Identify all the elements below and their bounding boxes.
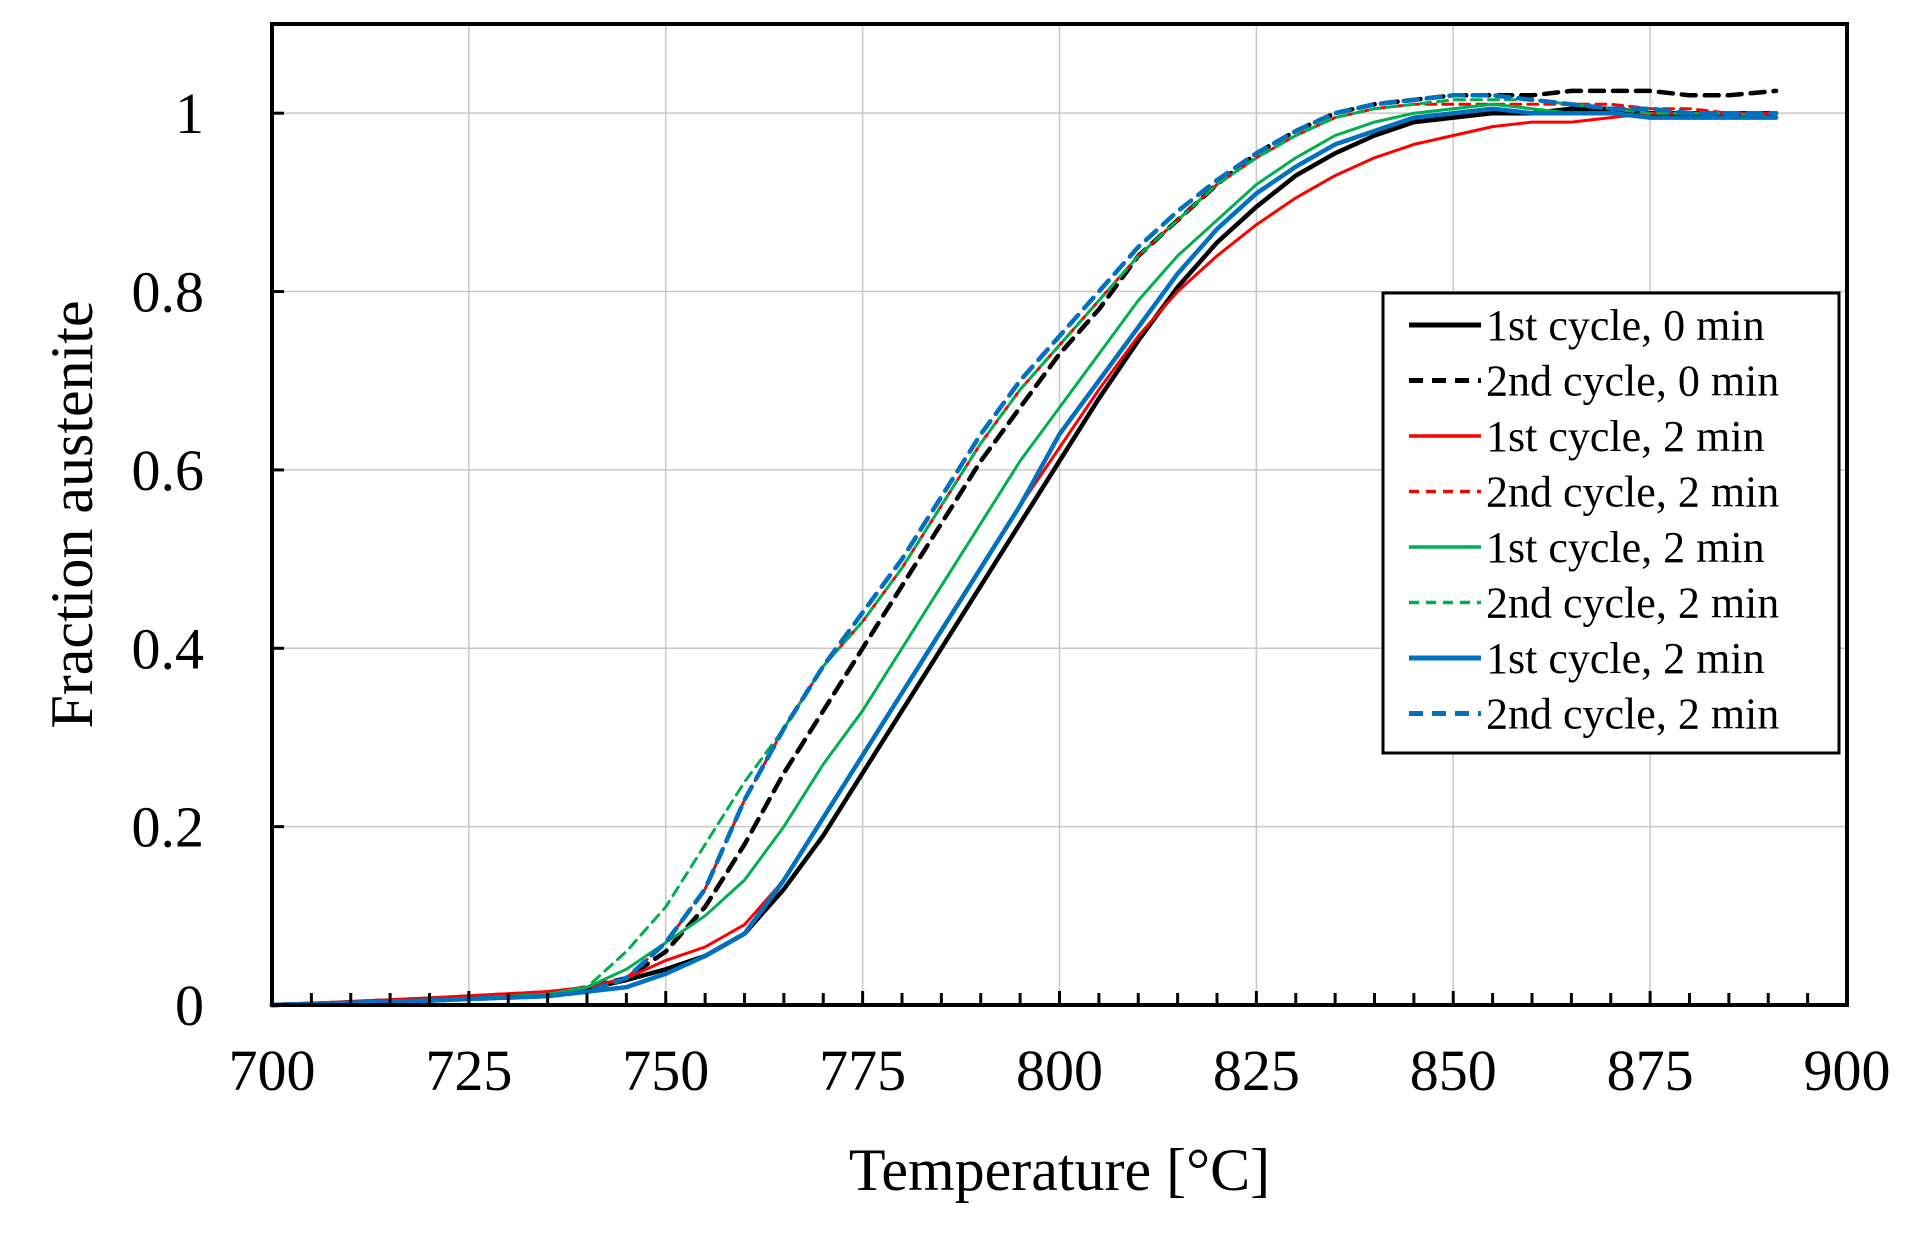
x-tick-label: 775	[819, 1038, 906, 1103]
ticks	[270, 111, 1849, 1007]
x-tick-label: 700	[229, 1038, 316, 1103]
legend-label-3: 1st cycle, 2 min	[1486, 412, 1765, 461]
x-tick-label: 825	[1213, 1038, 1300, 1103]
series-line-8	[269, 93, 1779, 1008]
y-tick-label: 0	[175, 973, 204, 1038]
x-tick-label: 850	[1410, 1038, 1497, 1103]
y-tick-labels: 0 0.2 0.4 0.6 0.8 1	[132, 81, 205, 1038]
y-axis-title: Fraction austenite	[39, 300, 105, 728]
y-tick-label: 0.8	[132, 260, 205, 325]
series-line-6	[270, 98, 1778, 1007]
x-axis-title: Temperature [°C]	[849, 1137, 1270, 1203]
series-line-2	[269, 88, 1779, 1008]
x-tick-label: 800	[1016, 1038, 1103, 1103]
y-tick-label: 0.2	[132, 795, 205, 860]
y-tick-label: 1	[175, 81, 204, 146]
x-tick-label: 875	[1607, 1038, 1694, 1103]
legend-label-5: 1st cycle, 2 min	[1486, 523, 1765, 572]
legend-items: 1st cycle, 0 min 2nd cycle, 0 min 1st cycl…	[1409, 301, 1779, 739]
series-group	[269, 88, 1779, 1008]
legend-label-4: 2nd cycle, 2 min	[1486, 468, 1779, 517]
legend-label-6: 2nd cycle, 2 min	[1486, 579, 1779, 628]
legend: 1st cycle, 0 min 2nd cycle, 0 min 1st cycl…	[1381, 291, 1841, 755]
legend-label-1: 1st cycle, 0 min	[1486, 301, 1765, 350]
legend-label-2: 2nd cycle, 0 min	[1486, 357, 1779, 406]
series-line-3	[270, 111, 1778, 1007]
series-line-7	[269, 106, 1779, 1008]
legend-label-7: 1st cycle, 2 min	[1486, 634, 1765, 683]
x-tick-label: 725	[425, 1038, 512, 1103]
x-tick-labels: 700 725 750 775 800 825 850 875 900	[229, 1038, 1891, 1103]
y-tick-label: 0.6	[132, 438, 205, 503]
x-tick-label: 750	[622, 1038, 709, 1103]
x-tick-label: 900	[1804, 1038, 1891, 1103]
legend-box	[1381, 291, 1841, 755]
legend-label-8: 2nd cycle, 2 min	[1486, 690, 1779, 739]
y-tick-label: 0.4	[132, 616, 205, 681]
